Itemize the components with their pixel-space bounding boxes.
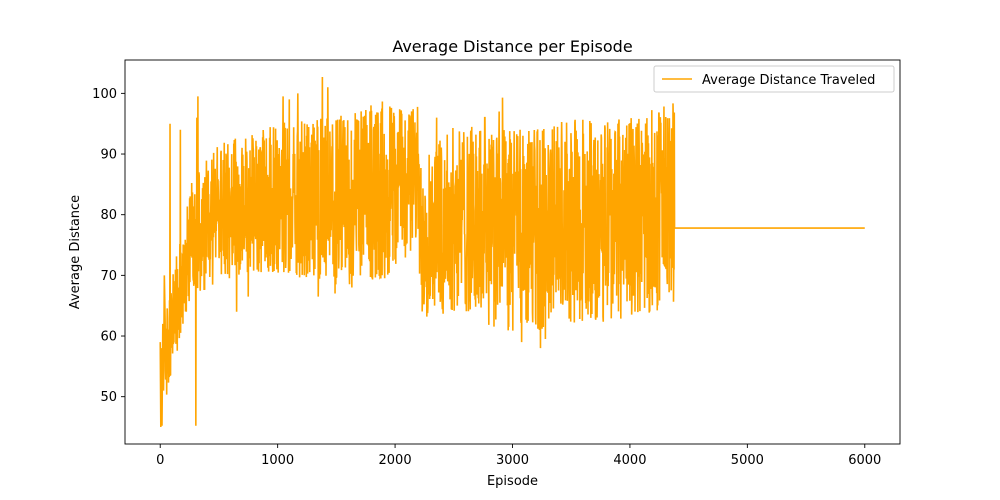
- y-tick-label: 50: [100, 390, 117, 405]
- series-line-average-distance: [159, 76, 865, 428]
- y-tick-label: 70: [100, 269, 117, 284]
- y-axis-title: Average Distance: [68, 195, 83, 309]
- chart-title: Average Distance per Episode: [392, 37, 632, 56]
- legend-box: [653, 65, 895, 93]
- x-tick-label: 4000: [613, 453, 646, 468]
- x-tick-label: 1000: [261, 453, 294, 468]
- x-tick-label: 0: [156, 453, 164, 468]
- y-tick-label: 80: [100, 208, 117, 223]
- y-tick-label: 90: [100, 148, 117, 163]
- legend-label: Average Distance Traveled: [702, 73, 875, 88]
- legend: Average Distance Traveled: [653, 65, 895, 93]
- y-axis: 50 60 70 80 90 100: [92, 87, 125, 405]
- y-tick-label: 100: [92, 87, 117, 102]
- x-axis-title: Episode: [487, 474, 538, 489]
- plot-area: [159, 76, 865, 428]
- y-tick-label: 60: [100, 330, 117, 345]
- x-tick-label: 2000: [379, 453, 412, 468]
- x-tick-label: 6000: [848, 453, 881, 468]
- x-tick-label: 5000: [731, 453, 764, 468]
- x-tick-label: 3000: [496, 453, 529, 468]
- x-axis: 0 1000 2000 3000 4000 5000 6000: [156, 444, 881, 468]
